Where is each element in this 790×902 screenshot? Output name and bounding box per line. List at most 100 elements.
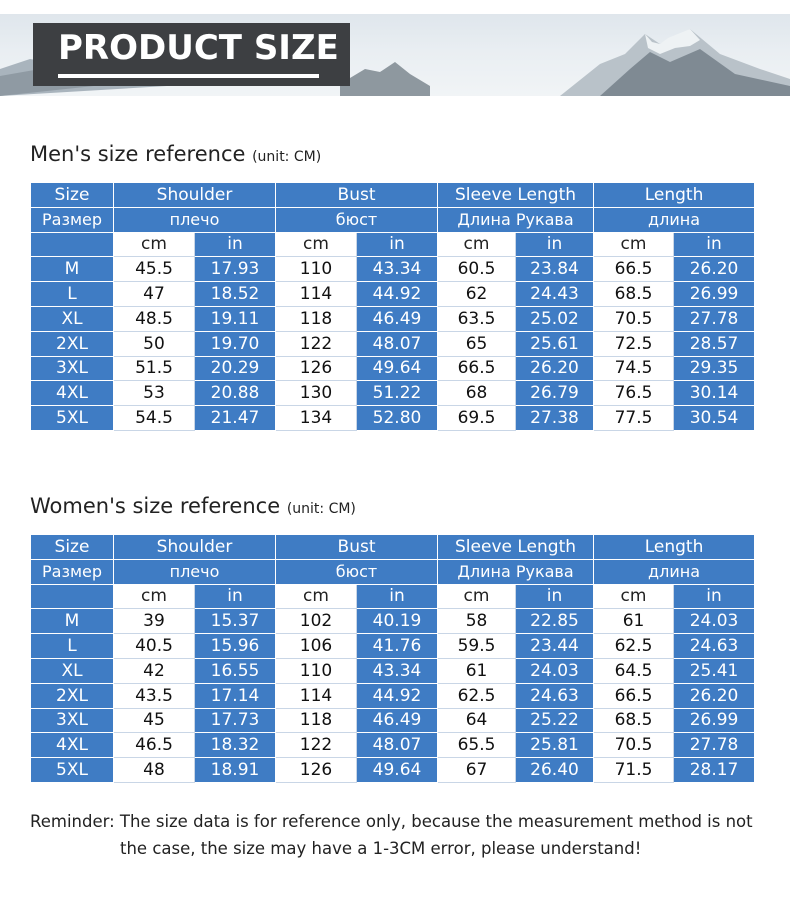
cm-value-cell: 66.5 xyxy=(437,355,517,382)
in-value-cell: 18.91 xyxy=(193,757,277,783)
cm-value-cell: 71.5 xyxy=(593,757,675,783)
in-value-cell: 24.63 xyxy=(673,633,756,659)
column-header-en: Length xyxy=(593,534,756,560)
header-row-en: Size Shoulder Bust Sleeve Length Length xyxy=(30,182,756,208)
in-value-cell: 48.07 xyxy=(356,330,439,357)
cm-value-cell: 62.5 xyxy=(437,682,517,709)
size-cell: XL xyxy=(30,305,114,332)
cm-value-cell: 48.5 xyxy=(113,305,195,332)
cm-value-cell: 65.5 xyxy=(437,732,517,759)
size-cell: 4XL xyxy=(30,732,114,759)
cm-value-cell: 126 xyxy=(275,757,358,783)
header-row-en: Size Shoulder Bust Sleeve Length Length xyxy=(30,534,756,560)
in-value-cell: 49.64 xyxy=(356,355,439,382)
in-value-cell: 24.03 xyxy=(673,608,756,635)
in-value-cell: 23.84 xyxy=(515,256,595,283)
women-heading: Women's size reference (unit: CM) xyxy=(30,494,356,518)
men-unit-label: (unit: CM) xyxy=(252,149,322,165)
title-underline xyxy=(58,74,319,78)
women-size-table: Size Shoulder Bust Sleeve Length Length Разме… xyxy=(30,534,756,783)
column-header-ru: бюст xyxy=(275,558,439,585)
cm-value-cell: 114 xyxy=(275,281,358,307)
table-row: M 45.5 17.93 110 43.34 60.5 23.84 66.5 26.20 xyxy=(30,256,756,283)
cm-value-cell: 122 xyxy=(275,732,358,759)
in-value-cell: 43.34 xyxy=(356,657,439,684)
cm-value-cell: 76.5 xyxy=(593,380,675,407)
unit-row: cm in cm in cm in cm in xyxy=(30,583,756,610)
cm-value-cell: 53 xyxy=(113,380,195,407)
cm-value-cell: 68.5 xyxy=(593,707,675,734)
cm-value-cell: 110 xyxy=(275,256,358,283)
in-value-cell: 44.92 xyxy=(356,281,439,307)
table-row: 4XL 46.5 18.32 122 48.07 65.5 25.81 70.5 27.78 xyxy=(30,732,756,759)
cm-value-cell: 46.5 xyxy=(113,732,195,759)
column-header-en: Shoulder xyxy=(112,182,277,208)
unit-in-cell: in xyxy=(193,231,277,258)
unit-row: cm in cm in cm in cm in xyxy=(30,231,756,258)
unit-cm-cell: cm xyxy=(437,583,517,610)
reminder-text: Reminder: The size data is for reference… xyxy=(30,808,770,862)
table-row: 3XL 45 17.73 118 46.49 64 25.22 68.5 26.99 xyxy=(30,707,756,734)
in-value-cell: 27.78 xyxy=(673,732,756,759)
cm-value-cell: 110 xyxy=(275,657,358,684)
column-header-en: Sleeve Length xyxy=(437,182,595,208)
in-value-cell: 17.73 xyxy=(193,707,277,734)
unit-in-cell: in xyxy=(356,231,439,258)
size-cell: 3XL xyxy=(30,355,114,382)
in-value-cell: 26.99 xyxy=(673,281,756,307)
cm-value-cell: 106 xyxy=(275,633,358,659)
in-value-cell: 15.37 xyxy=(193,608,277,635)
cm-value-cell: 114 xyxy=(275,682,358,709)
cm-value-cell: 70.5 xyxy=(593,305,675,332)
women-heading-text: Women's size reference xyxy=(30,494,281,518)
cm-value-cell: 43.5 xyxy=(113,682,195,709)
cm-value-cell: 51.5 xyxy=(113,355,195,382)
cm-value-cell: 39 xyxy=(113,608,195,635)
table-row: XL 48.5 19.11 118 46.49 63.5 25.02 70.5 27.78 xyxy=(30,305,756,332)
size-cell: M xyxy=(30,608,114,635)
in-value-cell: 20.29 xyxy=(193,355,277,382)
in-value-cell: 51.22 xyxy=(356,380,439,407)
in-value-cell: 28.17 xyxy=(673,757,756,783)
table-row: 2XL 43.5 17.14 114 44.92 62.5 24.63 66.5 26.20 xyxy=(30,682,756,709)
table-row: L 40.5 15.96 106 41.76 59.5 23.44 62.5 24.63 xyxy=(30,633,756,659)
table-row: M 39 15.37 102 40.19 58 22.85 61 24.03 xyxy=(30,608,756,635)
cm-value-cell: 68.5 xyxy=(593,281,675,307)
unit-cm-cell: cm xyxy=(113,583,195,610)
unit-in-cell: in xyxy=(356,583,439,610)
cm-value-cell: 67 xyxy=(437,757,517,783)
cm-value-cell: 68 xyxy=(437,380,517,407)
size-cell: L xyxy=(30,633,114,659)
cm-value-cell: 126 xyxy=(275,355,358,382)
cm-value-cell: 65 xyxy=(437,330,517,357)
in-value-cell: 52.80 xyxy=(356,405,439,431)
reminder-line-2: the case, the size may have a 1-3CM erro… xyxy=(120,839,642,858)
cm-value-cell: 102 xyxy=(275,608,358,635)
in-value-cell: 26.20 xyxy=(673,682,756,709)
column-header-ru: бюст xyxy=(275,206,439,233)
table-row: XL 42 16.55 110 43.34 61 24.03 64.5 25.41 xyxy=(30,657,756,684)
size-cell: L xyxy=(30,281,114,307)
size-cell: 4XL xyxy=(30,380,114,407)
column-header-en: Bust xyxy=(275,182,439,208)
unit-cm-cell: cm xyxy=(275,231,358,258)
in-value-cell: 17.93 xyxy=(193,256,277,283)
in-value-cell: 25.81 xyxy=(515,732,595,759)
in-value-cell: 26.40 xyxy=(515,757,595,783)
in-value-cell: 24.43 xyxy=(515,281,595,307)
column-header-en: Length xyxy=(593,182,756,208)
page-title: PRODUCT SIZE xyxy=(58,28,339,68)
in-value-cell: 28.57 xyxy=(673,330,756,357)
in-value-cell: 30.54 xyxy=(673,405,756,431)
cm-value-cell: 64 xyxy=(437,707,517,734)
cm-value-cell: 45.5 xyxy=(113,256,195,283)
cm-value-cell: 40.5 xyxy=(113,633,195,659)
size-cell: 2XL xyxy=(30,330,114,357)
cm-value-cell: 77.5 xyxy=(593,405,675,431)
size-cell: 2XL xyxy=(30,682,114,709)
in-value-cell: 23.44 xyxy=(515,633,595,659)
cm-value-cell: 48 xyxy=(113,757,195,783)
unit-cm-cell: cm xyxy=(593,231,675,258)
unit-blank-cell xyxy=(30,583,114,610)
column-header-ru: длина xyxy=(593,206,756,233)
